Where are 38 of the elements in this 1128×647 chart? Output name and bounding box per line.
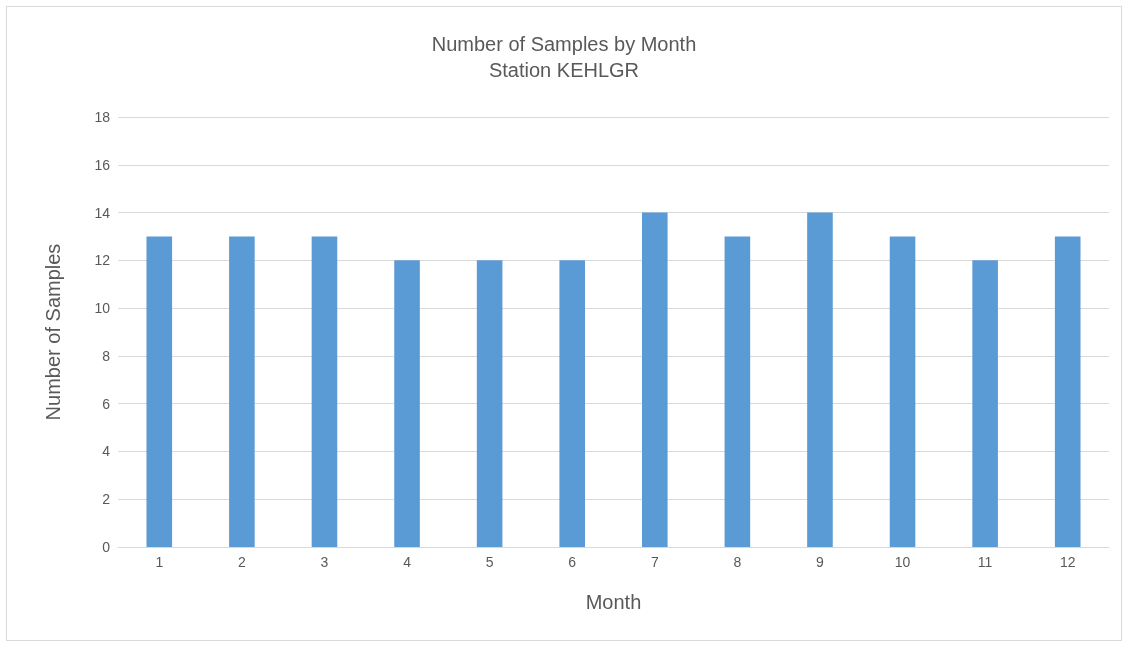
y-tick-label: 0	[102, 539, 111, 555]
y-tick-label: 18	[94, 109, 111, 125]
y-tick-label: 10	[94, 300, 111, 317]
bar	[807, 212, 833, 547]
y-tick-label: 14	[94, 204, 111, 221]
bar	[476, 260, 503, 547]
bar	[229, 236, 255, 547]
x-tick-label: 11	[977, 554, 993, 570]
bar	[1054, 236, 1081, 547]
x-tick-label: 10	[894, 554, 911, 570]
y-tick-label: 4	[102, 443, 111, 460]
bar	[724, 236, 751, 547]
bar	[394, 260, 420, 547]
y-tick-label: 2	[102, 491, 111, 508]
bar	[641, 212, 668, 547]
bar	[146, 236, 173, 547]
x-tick-label: 1	[155, 554, 164, 570]
x-tick-label: 9	[816, 554, 825, 570]
x-tick-label: 6	[568, 554, 577, 570]
bar	[972, 260, 998, 547]
x-tick-label: 2	[237, 554, 246, 570]
chart-title: Number of Samples by Month	[431, 33, 697, 55]
bar	[889, 236, 916, 547]
x-tick-label: 3	[320, 554, 329, 570]
x-tick-label: 8	[733, 554, 742, 570]
x-tick-label: 5	[485, 554, 494, 570]
y-axis-title: Number of Samples	[42, 243, 64, 421]
x-tick-label: 4	[403, 554, 412, 570]
y-tick-label: 6	[102, 395, 111, 412]
x-axis-title: Month	[585, 591, 642, 613]
x-tick-label: 12	[1059, 554, 1076, 570]
chart-subtitle: Station KEHLGR	[488, 59, 640, 81]
bar	[311, 236, 338, 547]
bar	[559, 260, 586, 547]
x-tick-label: 7	[650, 554, 659, 570]
y-tick-label: 16	[94, 156, 111, 173]
y-tick-label: 12	[94, 252, 111, 269]
y-tick-label: 8	[102, 347, 111, 364]
